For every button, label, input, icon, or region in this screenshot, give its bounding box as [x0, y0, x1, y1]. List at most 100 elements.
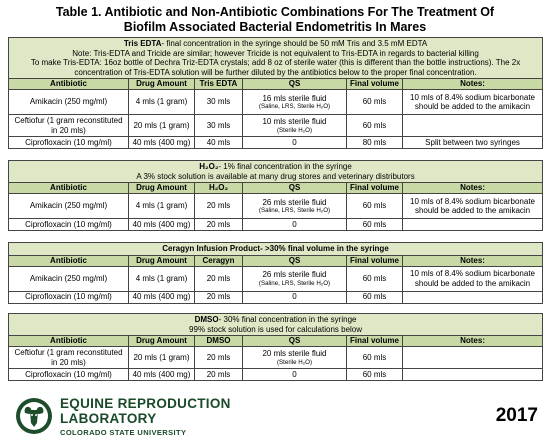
qs-sub: (Sterile H₂O) — [276, 126, 313, 134]
amount-cell: 4 mls (1 gram) — [128, 89, 195, 115]
table-row: Ciprofloxacin (10 mg/ml) 40 mls (400 mg)… — [8, 290, 544, 304]
table-row: Ciprofloxacin (10 mg/ml) 40 mls (400 mg)… — [8, 136, 544, 149]
tris-edta-table: Tris EDTA- final concentration in the sy… — [7, 37, 544, 149]
notes-cell — [401, 114, 544, 137]
agent-cell: 20 mls — [194, 290, 243, 304]
h2o2-column-headers: Antibiotic Drug Amount H₂O₂ QS Final vol… — [8, 182, 544, 194]
qs-cell: 20 mls sterile fluid (Sterile H₂O) — [242, 346, 347, 369]
qs-cell: 26 mls sterile fluid (Saline, LRS, Steril… — [242, 265, 347, 292]
ceragyn-section-header: Ceragyn Infusion Product- >30% final vol… — [7, 242, 544, 256]
col-header: Tris EDTA — [194, 78, 243, 90]
university-name: COLORADO STATE UNIVERSITY — [60, 428, 187, 437]
col-header: Antibiotic — [8, 335, 129, 347]
amount-cell: 40 mls (400 mg) — [128, 218, 195, 231]
col-header: Drug Amount — [128, 335, 195, 347]
qs-cell: 16 mls sterile fluid (Saline, LRS, Steril… — [242, 89, 347, 115]
table-row: Amikacin (250 mg/ml) 4 mls (1 gram) 30 m… — [8, 89, 544, 115]
tris-note-2: To make Tris-EDTA: 16oz bottle of Dechra… — [30, 58, 521, 77]
document-year: 2017 — [495, 405, 538, 426]
final-volume-cell: 60 mls — [346, 89, 403, 115]
col-header: Drug Amount — [128, 254, 195, 267]
amount-cell: 20 mls (1 gram) — [128, 114, 195, 137]
col-header: QS — [242, 78, 347, 90]
agent-cell: 30 mls — [194, 89, 243, 115]
qs-main: 26 mls sterile fluid — [262, 197, 327, 207]
amount-cell: 20 mls (1 gram) — [128, 346, 195, 369]
antibiotic-cell: Amikacin (250 mg/ml) — [8, 265, 129, 292]
col-header: DMSO — [194, 335, 243, 347]
notes-cell: 10 mls of 8.4% sodium bicarbonate should… — [401, 89, 544, 115]
final-volume-cell: 60 mls — [346, 114, 403, 137]
qs-sub: (Saline, LRS, Sterile H₂O) — [258, 279, 331, 287]
notes-cell — [401, 368, 544, 381]
qs-main: 10 mls sterile fluid — [262, 117, 327, 127]
antibiotic-cell: Ceftiofur (1 gram reconstituted in 20 ml… — [8, 346, 129, 369]
final-volume-cell: 60 mls — [346, 346, 403, 369]
table-row: Amikacin (250 mg/ml) 4 mls (1 gram) 20 m… — [8, 265, 544, 292]
final-volume-cell: 60 mls — [346, 218, 403, 231]
antibiotic-cell: Ceftiofur (1 gram reconstituted in 20 ml… — [8, 114, 129, 137]
dmso-heading-rest: - 30% final concentration in the syringe — [218, 315, 357, 324]
col-header: QS — [242, 182, 347, 194]
tris-note-1: Note: Tris-EDTA and Tricide are similar;… — [72, 48, 479, 58]
qs-cell: 10 mls sterile fluid (Sterile H₂O) — [242, 114, 347, 137]
h2o2-note-1: A 3% stock solution is available at many… — [136, 171, 415, 181]
csu-ram-logo-icon — [16, 398, 52, 434]
col-header: Final volume — [346, 78, 403, 90]
amount-cell: 40 mls (400 mg) — [128, 290, 195, 304]
agent-cell: 20 mls — [194, 368, 243, 381]
amount-cell: 40 mls (400 mg) — [128, 368, 195, 381]
final-volume-cell: 60 mls — [346, 193, 403, 219]
notes-cell — [401, 290, 544, 304]
col-header: Final volume — [346, 254, 403, 267]
qs-cell: 0 — [242, 290, 347, 304]
agent-cell: 30 mls — [194, 114, 243, 137]
antibiotic-cell: Amikacin (250 mg/ml) — [8, 89, 129, 115]
table-row: Ciprofloxacin (10 mg/ml) 40 mls (400 mg)… — [8, 218, 544, 231]
document-title: Table 1. Antibiotic and Non-Antibiotic C… — [8, 5, 542, 35]
table-row: Amikacin (250 mg/ml) 4 mls (1 gram) 20 m… — [8, 193, 544, 219]
title-line-1: Table 1. Antibiotic and Non-Antibiotic C… — [55, 5, 495, 19]
org-name-line-2: LABORATORY — [60, 411, 157, 426]
agent-cell: 40 mls — [194, 136, 243, 149]
antibiotic-cell: Ciprofloxacin (10 mg/ml) — [8, 290, 129, 304]
tris-section-header: Tris EDTA- final concentration in the sy… — [7, 37, 544, 79]
col-header: Notes: — [401, 182, 544, 194]
qs-sub: (Sterile H₂O) — [276, 358, 313, 366]
col-header: Final volume — [346, 335, 403, 347]
qs-cell: 0 — [242, 218, 347, 231]
col-header: Antibiotic — [8, 254, 129, 267]
ceragyn-column-headers: Antibiotic Drug Amount Ceragyn QS Final … — [8, 254, 544, 267]
qs-cell: 0 — [242, 368, 347, 381]
qs-main: 26 mls sterile fluid — [262, 270, 327, 280]
antibiotic-cell: Ciprofloxacin (10 mg/ml) — [8, 218, 129, 231]
table-row: Ceftiofur (1 gram reconstituted in 20 ml… — [8, 346, 544, 369]
qs-sub: (Saline, LRS, Sterile H₂O) — [258, 207, 331, 215]
col-header: Notes: — [401, 254, 544, 267]
notes-cell — [401, 346, 544, 369]
table-row: Ciprofloxacin (10 mg/ml) 40 mls (400 mg)… — [8, 368, 544, 381]
col-header: Final volume — [346, 182, 403, 194]
dmso-column-headers: Antibiotic Drug Amount DMSO QS Final vol… — [8, 335, 544, 347]
notes-cell: Split between two syringes — [401, 136, 544, 149]
col-header: Notes: — [401, 335, 544, 347]
antibiotic-cell: Ciprofloxacin (10 mg/ml) — [8, 368, 129, 381]
col-header: H₂O₂ — [194, 182, 243, 194]
amount-cell: 40 mls (400 mg) — [128, 136, 195, 149]
col-header: QS — [242, 254, 347, 267]
agent-cell: 20 mls — [194, 193, 243, 219]
qs-main: 16 mls sterile fluid — [262, 93, 327, 103]
qs-sub: (Saline, LRS, Sterile H₂O) — [258, 103, 331, 111]
antibiotic-cell: Ciprofloxacin (10 mg/ml) — [8, 136, 129, 149]
h2o2-heading: H₂O₂ — [199, 162, 219, 171]
final-volume-cell: 60 mls — [346, 290, 403, 304]
col-header: Drug Amount — [128, 78, 195, 90]
org-name-line-1: EQUINE REPRODUCTION — [60, 396, 231, 411]
qs-cell: 26 mls sterile fluid (Saline, LRS, Steril… — [242, 193, 347, 219]
col-header: Antibiotic — [8, 182, 129, 194]
final-volume-cell: 60 mls — [346, 368, 403, 381]
antibiotic-cell: Amikacin (250 mg/ml) — [8, 193, 129, 219]
agent-cell: 20 mls — [194, 265, 243, 292]
dmso-section-header: DMSO- 30% final concentration in the syr… — [7, 313, 544, 336]
qs-cell: 0 — [242, 136, 347, 149]
